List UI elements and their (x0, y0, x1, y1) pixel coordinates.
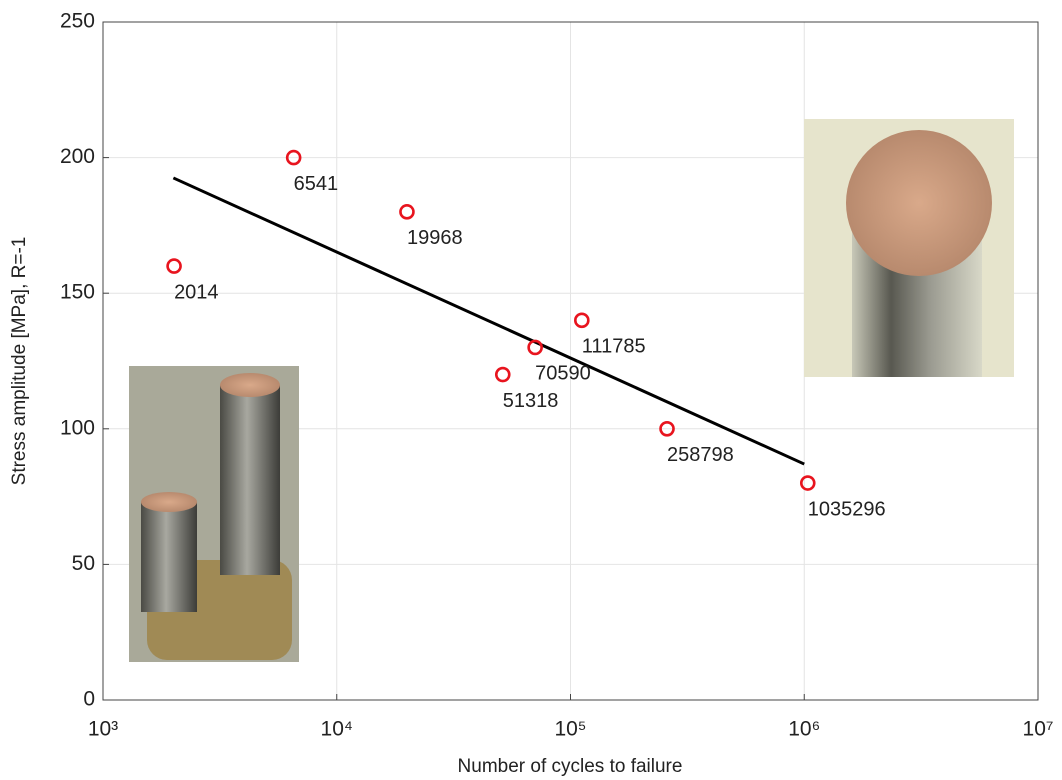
data-label: 2014 (174, 281, 219, 303)
data-point (399, 204, 415, 220)
x-tick-label: 10³ (88, 718, 118, 741)
x-tick-label: 10⁶ (788, 718, 820, 741)
data-point (659, 420, 675, 437)
y-axis-label: Stress amplitude [MPa], R=-1 (9, 237, 30, 486)
data-point (166, 258, 182, 274)
photo-left (129, 366, 299, 662)
data-point (494, 366, 511, 383)
photo-right (804, 119, 1014, 377)
y-tick-label: 50 (72, 552, 95, 575)
x-axis-label: Number of cycles to failure (458, 756, 683, 777)
data-label: 1035296 (808, 498, 886, 520)
y-tick-label: 250 (60, 10, 95, 33)
y-tick-label: 150 (60, 281, 95, 304)
axes-frame (102, 21, 1039, 701)
data-point (285, 149, 302, 166)
data-label: 19968 (407, 227, 463, 249)
y-tick-label: 200 (60, 145, 95, 168)
data-label: 6541 (294, 173, 339, 195)
y-tick-label: 0 (83, 688, 95, 711)
data-point (574, 312, 590, 329)
data-point (799, 475, 816, 491)
data-label: 111785 (582, 336, 646, 358)
data-label: 51318 (503, 390, 559, 412)
y-tick-label: 100 (60, 416, 95, 439)
x-tick-label: 10⁵ (554, 718, 586, 741)
data-point (527, 339, 543, 356)
data-label: 70590 (535, 363, 591, 385)
data-label: 258798 (667, 444, 734, 466)
x-tick-label: 10⁷ (1023, 718, 1054, 741)
fit-line (172, 176, 805, 466)
x-tick-label: 10⁴ (321, 718, 353, 741)
